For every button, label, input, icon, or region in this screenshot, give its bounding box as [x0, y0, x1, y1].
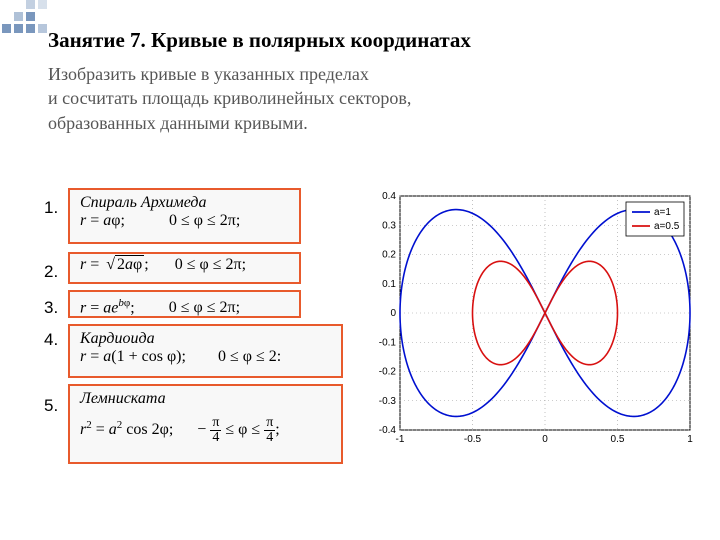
formula-box-1: Спираль Архимеда r = aφ; 0 ≤ φ ≤ 2π; [68, 188, 301, 244]
svg-text:-0.1: -0.1 [379, 337, 397, 348]
svg-text:-0.4: -0.4 [379, 425, 397, 436]
svg-text:-1: -1 [396, 434, 405, 445]
formula-1-name: Спираль Архимеда [80, 194, 289, 212]
subtitle-line3: образованных данными кривыми. [48, 113, 308, 133]
svg-text:0.1: 0.1 [382, 279, 396, 290]
formula-5-eq: r2 = a2 cos 2φ; − π4 ≤ φ ≤ π4; [80, 416, 331, 445]
svg-text:-0.5: -0.5 [464, 434, 482, 445]
decorative-squares [0, 0, 48, 42]
item-number-4: 4. [44, 330, 58, 350]
formula-2-eq: r = √2aφ; 0 ≤ φ ≤ 2π; [80, 256, 289, 274]
item-number-1: 1. [44, 198, 58, 218]
legend-2: a=0.5 [654, 221, 680, 232]
subtitle-line1: Изобразить кривые в указанных пределах [48, 64, 369, 84]
formula-1-eq: r = aφ; 0 ≤ φ ≤ 2π; [80, 212, 289, 230]
svg-text:0.4: 0.4 [382, 191, 396, 202]
lemniscate-chart: a=1 a=0.5 -1 -0.5 0 0.5 1 -0.4 -0.3 -0.2 -0.1 0 0.… [362, 188, 700, 448]
slide: Занятие 7. Кривые в полярных координатах… [0, 0, 720, 540]
svg-text:1: 1 [687, 434, 693, 445]
legend-1: a=1 [654, 207, 671, 218]
svg-text:0: 0 [542, 434, 548, 445]
svg-text:0.3: 0.3 [382, 220, 396, 231]
formula-box-3: r = aebφ; 0 ≤ φ ≤ 2π; [68, 290, 301, 318]
legend: a=1 a=0.5 [626, 202, 684, 236]
item-number-3: 3. [44, 298, 58, 318]
svg-text:-0.2: -0.2 [379, 367, 397, 378]
formula-box-4: Кардиоида r = a(1 + cos φ); 0 ≤ φ ≤ 2: [68, 324, 343, 378]
task-description: Изобразить кривые в указанных пределах и… [48, 62, 411, 135]
formula-4-eq: r = a(1 + cos φ); 0 ≤ φ ≤ 2: [80, 348, 331, 366]
item-number-5: 5. [44, 396, 58, 416]
formula-box-2: r = √2aφ; 0 ≤ φ ≤ 2π; [68, 252, 301, 284]
subtitle-line2: и сосчитать площадь криволинейных сектор… [48, 88, 411, 108]
page-title: Занятие 7. Кривые в полярных координатах [48, 28, 471, 53]
formula-4-name: Кардиоида [80, 330, 331, 348]
formula-box-5: Лемниската r2 = a2 cos 2φ; − π4 ≤ φ ≤ π4… [68, 384, 343, 464]
formula-5-name: Лемниската [80, 390, 331, 408]
svg-text:0: 0 [390, 308, 396, 319]
svg-text:0.2: 0.2 [382, 250, 396, 261]
svg-text:-0.3: -0.3 [379, 396, 397, 407]
svg-text:0.5: 0.5 [611, 434, 625, 445]
item-number-2: 2. [44, 262, 58, 282]
formula-3-eq: r = aebφ; 0 ≤ φ ≤ 2π; [80, 294, 289, 317]
